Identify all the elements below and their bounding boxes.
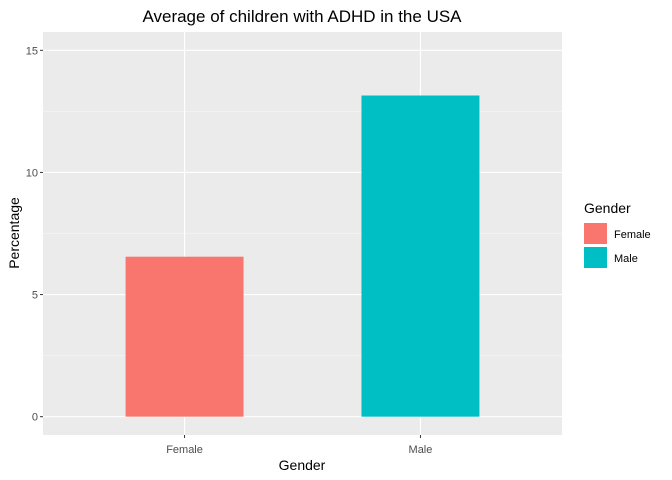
y-tick-label: 0: [32, 412, 38, 424]
bar-female: [125, 256, 244, 417]
y-tick-label: 5: [32, 290, 38, 302]
legend-key-female: [584, 223, 607, 244]
legend: Gender Female Male: [584, 200, 651, 268]
x-axis: Female Male: [166, 435, 432, 456]
legend-title: Gender: [584, 200, 631, 216]
y-axis-title: Percentage: [6, 197, 22, 269]
legend-label-male: Male: [614, 253, 638, 265]
y-tick-label: 10: [26, 167, 38, 179]
y-axis: 0 5 10 15: [26, 45, 43, 424]
legend-label-female: Female: [614, 229, 651, 241]
y-tick-label: 15: [26, 45, 38, 57]
x-tick-label: Female: [166, 444, 203, 456]
chart-title: Average of children with ADHD in the USA: [142, 7, 462, 26]
x-axis-title: Gender: [279, 457, 326, 473]
legend-key-male: [584, 247, 607, 268]
bars: [125, 95, 480, 417]
x-tick-label: Male: [409, 444, 433, 456]
bar-male: [361, 95, 480, 417]
